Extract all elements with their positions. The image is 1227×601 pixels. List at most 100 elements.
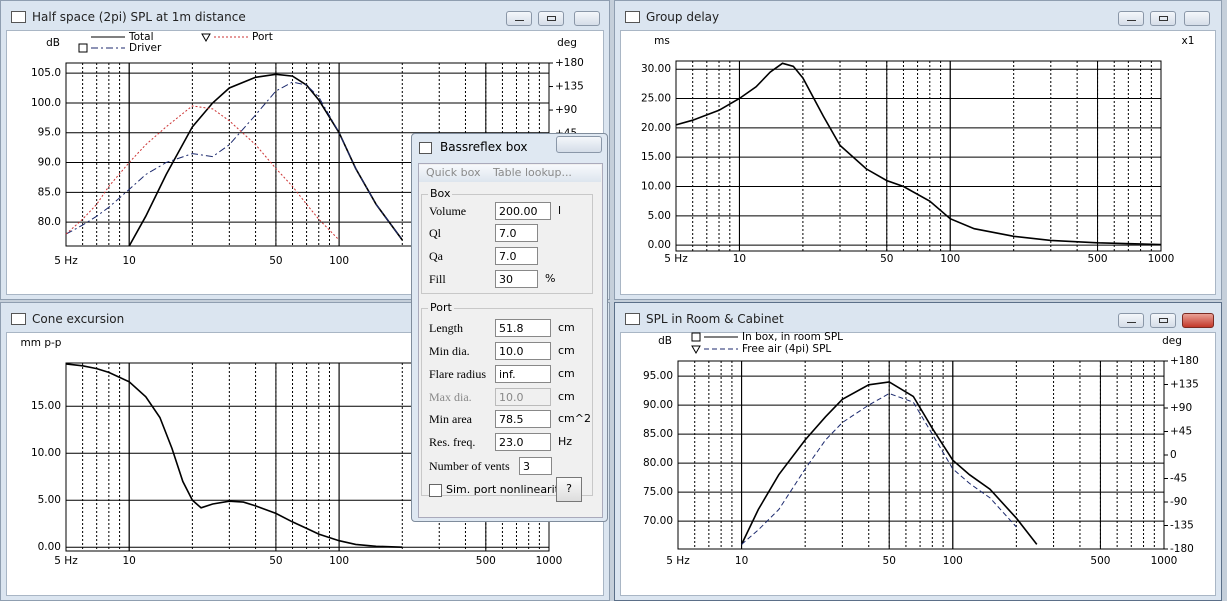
curve — [65, 81, 403, 241]
y-tick-label: 100.0 — [31, 97, 61, 109]
field-input[interactable]: 23.0 — [495, 433, 551, 451]
x-tick-label: 100 — [329, 255, 349, 267]
y2-tick-label: -90 — [1170, 496, 1187, 508]
y-tick-label: 25.00 — [641, 93, 671, 105]
x-tick-label: 50 — [880, 253, 893, 265]
checkbox[interactable] — [429, 484, 442, 497]
x-tick-label: 1000 — [1148, 253, 1175, 265]
x-tick-label: 50 — [269, 555, 282, 567]
field-label: Min dia. — [429, 344, 470, 358]
chart: 5 Hz 10 50 100 500 1000 30.00 25.00 20.00 15.00 10… — [641, 35, 1195, 265]
window-icon — [625, 313, 640, 325]
minimize-button[interactable] — [1118, 313, 1144, 328]
minimize-button[interactable] — [506, 11, 532, 26]
x-tick-label: 5 Hz — [54, 555, 78, 567]
chart: 5 Hz 10 50 100 500 1000 95.00 90.00 85.00 80.00 75… — [643, 331, 1199, 567]
group-box — [421, 194, 593, 294]
y-axis-label: mm p-p — [21, 337, 62, 349]
y-tick-label: 30.00 — [641, 63, 671, 75]
field-label: Fill — [429, 272, 446, 286]
x-tick-label: 50 — [269, 255, 282, 267]
y-axis-label: dB — [46, 37, 60, 49]
legend-label: Free air (4pi) SPL — [742, 343, 831, 355]
group-label: Port — [428, 301, 454, 314]
minimize-button[interactable] — [1118, 11, 1144, 26]
y2-axis-label: x1 — [1182, 35, 1195, 47]
x-tick-label: 5 Hz — [54, 255, 78, 267]
y-tick-label: 90.0 — [38, 157, 61, 169]
field-input[interactable]: 7.0 — [495, 224, 538, 242]
plot-frame — [675, 60, 1162, 252]
y-tick-label: 90.00 — [643, 399, 673, 411]
help-button[interactable]: ? — [556, 477, 582, 502]
field-label: Number of vents — [429, 459, 510, 473]
field-unit: cm — [558, 367, 575, 380]
field-label: Flare radius — [429, 367, 486, 381]
x-tick-label: 10 — [733, 253, 746, 265]
menu-bar — [419, 165, 601, 182]
close-button[interactable] — [574, 11, 600, 26]
curve — [675, 62, 1162, 246]
y2-tick-label: +45 — [1170, 426, 1192, 438]
window[interactable]: Group delay 5 Hz 10 50 100 500 1000 30.00 25.00… — [614, 0, 1222, 300]
y-axis-label: dB — [658, 335, 672, 347]
group-box — [421, 308, 593, 496]
legend-label: Driver — [129, 42, 162, 54]
menu-item[interactable]: Quick box — [426, 166, 481, 179]
close-button[interactable] — [1182, 313, 1214, 328]
x-tick-label: 5 Hz — [664, 253, 688, 265]
legend-label: Total — [128, 31, 154, 43]
y2-axis-label: deg — [1162, 335, 1182, 347]
field-label: Qa — [429, 249, 443, 263]
field-input[interactable]: 10.0 — [495, 342, 551, 360]
field-label: Min area — [429, 412, 472, 426]
x-tick-label: 100 — [943, 555, 963, 567]
legend-label: Port — [252, 31, 273, 43]
x-tick-label: 500 — [1090, 555, 1110, 567]
maximize-button[interactable] — [1150, 313, 1176, 328]
window-title: Group delay — [646, 10, 720, 24]
y-tick-label: 0.00 — [38, 541, 61, 553]
y-tick-label: 15.00 — [641, 151, 671, 163]
maximize-button[interactable] — [1150, 11, 1176, 26]
close-button[interactable] — [556, 136, 602, 153]
field-input[interactable]: inf. — [495, 365, 551, 383]
y-tick-label: 10.00 — [641, 180, 671, 192]
field-unit: cm — [558, 344, 575, 357]
curve — [128, 73, 403, 247]
field-input[interactable]: 30 — [495, 270, 538, 288]
y-tick-label: 20.00 — [641, 122, 671, 134]
window[interactable]: SPL in Room & Cabinet 5 Hz 10 50 100 500 1000… — [614, 302, 1222, 601]
y-tick-label: 85.00 — [643, 428, 673, 440]
window-title: Half space (2pi) SPL at 1m distance — [32, 10, 246, 24]
checkbox-label[interactable]: Sim. port nonlinearity — [446, 483, 566, 496]
y-tick-label: 75.00 — [643, 486, 673, 498]
field-input[interactable]: 7.0 — [495, 247, 538, 265]
window-title: Cone excursion — [32, 312, 125, 326]
x-tick-label: 500 — [1088, 253, 1108, 265]
field-input[interactable]: 51.8 — [495, 319, 551, 337]
legend-marker — [201, 33, 211, 43]
field-label: Ql — [429, 226, 441, 240]
field-unit: l — [558, 204, 562, 217]
y-tick-label: 95.00 — [643, 370, 673, 382]
field-label: Length — [429, 321, 463, 335]
y2-tick-label: +135 — [555, 81, 584, 93]
x-tick-label: 10 — [123, 255, 136, 267]
menu-item[interactable]: Table lookup... — [493, 166, 572, 179]
maximize-button[interactable] — [538, 11, 564, 26]
close-button[interactable] — [1184, 11, 1210, 26]
x-tick-label: 100 — [329, 555, 349, 567]
y-tick-label: 80.00 — [643, 457, 673, 469]
legend-label: In box, in room SPL — [742, 331, 843, 343]
field-unit: cm^2 — [558, 412, 591, 425]
y-tick-label: 0.00 — [648, 239, 671, 251]
field-input[interactable]: 200.00 — [495, 202, 551, 220]
x-tick-label: 10 — [123, 555, 136, 567]
y2-tick-label: +180 — [555, 57, 584, 69]
dialog-icon — [419, 142, 432, 154]
field-input[interactable]: 3 — [519, 457, 552, 475]
group-label: Box — [428, 187, 453, 200]
curve — [65, 105, 340, 241]
field-input[interactable]: 78.5 — [495, 410, 551, 428]
